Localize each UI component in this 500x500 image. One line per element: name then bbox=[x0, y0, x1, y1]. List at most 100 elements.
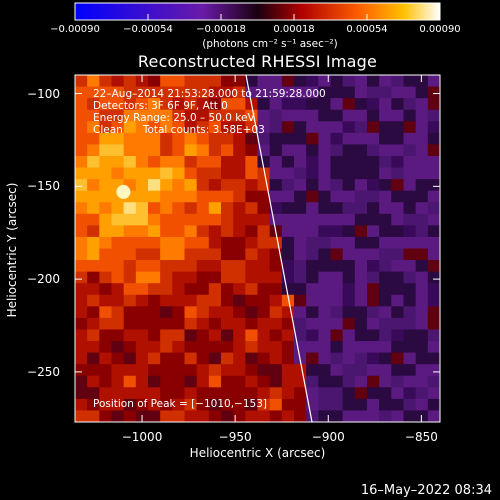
heatmap-cell bbox=[111, 260, 125, 273]
heatmap-cell bbox=[427, 98, 440, 111]
heatmap-cell bbox=[257, 260, 271, 273]
heatmap-cell bbox=[160, 341, 173, 353]
heatmap-cell bbox=[294, 167, 307, 180]
heatmap-cell bbox=[391, 109, 404, 122]
heatmap-cell bbox=[379, 283, 392, 296]
heatmap-cell bbox=[403, 179, 417, 192]
heatmap-cell bbox=[427, 271, 440, 284]
heatmap-cell bbox=[99, 271, 112, 284]
heatmap-cell bbox=[221, 341, 234, 353]
heatmap-cell bbox=[111, 306, 125, 319]
heatmap-cell bbox=[87, 190, 100, 203]
heatmap-cell bbox=[123, 260, 137, 273]
heatmap-cell bbox=[354, 179, 368, 192]
heatmap-cell bbox=[75, 387, 88, 400]
heatmap-cell bbox=[233, 283, 246, 296]
heatmap-cell bbox=[221, 98, 234, 111]
heatmap-cell bbox=[269, 398, 283, 411]
heatmap-cell bbox=[427, 260, 440, 273]
heatmap-cell bbox=[99, 121, 112, 134]
heatmap-cell bbox=[172, 167, 185, 180]
heatmap-cell bbox=[87, 179, 100, 192]
heatmap-cell bbox=[330, 294, 344, 307]
heatmap-cell bbox=[233, 132, 246, 145]
heatmap-cell bbox=[354, 283, 368, 296]
heatmap-cell bbox=[367, 236, 380, 249]
heatmap-cell bbox=[257, 387, 271, 400]
heatmap-cell bbox=[379, 213, 392, 226]
heatmap-cell bbox=[111, 329, 125, 342]
heatmap-cell bbox=[330, 364, 344, 377]
heatmap-cell bbox=[367, 341, 380, 353]
heatmap-cell bbox=[245, 341, 258, 353]
heatmap-cell bbox=[221, 225, 234, 238]
heatmap-cell bbox=[196, 410, 210, 422]
heatmap-cell bbox=[294, 132, 307, 145]
heatmap-cell bbox=[233, 109, 246, 122]
heatmap-cell bbox=[391, 236, 404, 249]
heatmap-cell bbox=[269, 248, 283, 261]
heatmap-cell bbox=[354, 248, 368, 261]
heatmap-cell bbox=[123, 144, 137, 157]
heatmap-cell bbox=[403, 329, 417, 342]
heatmap-cell bbox=[245, 410, 258, 422]
heatmap-cell bbox=[281, 236, 295, 249]
heatmap-cell bbox=[111, 271, 125, 284]
heatmap-cell bbox=[160, 410, 173, 422]
heatmap-cell bbox=[354, 306, 368, 319]
heatmap-cell bbox=[87, 167, 100, 180]
heatmap-cell bbox=[123, 398, 137, 411]
heatmap-cell bbox=[99, 410, 112, 422]
heatmap-cell bbox=[367, 190, 380, 203]
heatmap-cell bbox=[184, 410, 198, 422]
heatmap-cell bbox=[281, 294, 295, 307]
heatmap-cell bbox=[184, 179, 198, 192]
heatmap-cell bbox=[427, 364, 440, 377]
heatmap-cell bbox=[75, 294, 88, 307]
heatmap-cell bbox=[367, 329, 380, 342]
heatmap-cell bbox=[196, 213, 210, 226]
heatmap-cell bbox=[379, 144, 392, 157]
y-tick-label: −250 bbox=[27, 364, 60, 379]
heatmap-cell bbox=[148, 75, 161, 87]
heatmap-cell bbox=[318, 144, 331, 157]
heatmap-cell bbox=[111, 248, 125, 261]
heatmap-cell bbox=[306, 86, 319, 99]
heatmap-cell bbox=[257, 375, 271, 388]
heatmap-cell bbox=[391, 352, 404, 365]
heatmap-cell bbox=[111, 144, 125, 157]
heatmap-cell bbox=[208, 121, 222, 134]
heatmap-cell bbox=[318, 294, 331, 307]
heatmap-cell bbox=[415, 375, 429, 388]
heatmap-cell bbox=[330, 98, 344, 111]
heatmap-cell bbox=[160, 190, 173, 203]
heatmap-cell bbox=[330, 213, 344, 226]
heatmap-cell bbox=[160, 179, 173, 192]
heatmap-cell bbox=[415, 294, 429, 307]
heatmap-cell bbox=[148, 109, 161, 122]
heatmap-cell bbox=[294, 144, 307, 157]
heatmap-cell bbox=[306, 398, 319, 411]
heatmap-cell bbox=[269, 306, 283, 319]
heatmap-cell bbox=[330, 109, 344, 122]
heatmap-cell bbox=[123, 179, 137, 192]
heatmap-cell bbox=[148, 375, 161, 388]
heatmap-cell bbox=[354, 236, 368, 249]
heatmap-cell bbox=[342, 271, 356, 284]
heatmap-cell bbox=[269, 75, 283, 87]
heatmap-cell bbox=[379, 98, 392, 111]
heatmap-cell bbox=[208, 306, 222, 319]
heatmap-cell bbox=[379, 236, 392, 249]
heatmap-cell bbox=[330, 271, 344, 284]
heatmap-cell bbox=[367, 248, 380, 261]
heatmap-cell bbox=[367, 109, 380, 122]
heatmap-cell bbox=[196, 132, 210, 145]
heatmap-cell bbox=[330, 155, 344, 168]
heatmap-cell bbox=[233, 225, 246, 238]
heatmap-cell bbox=[184, 190, 198, 203]
heatmap-cell bbox=[135, 306, 149, 319]
heatmap-cell bbox=[354, 387, 368, 400]
heatmap-cell bbox=[367, 155, 380, 168]
heatmap-cell bbox=[318, 341, 331, 353]
heatmap-cell bbox=[257, 329, 271, 342]
